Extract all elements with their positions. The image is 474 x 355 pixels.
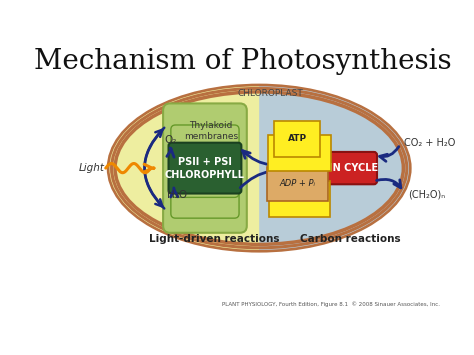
FancyBboxPatch shape [163,103,247,233]
Text: Thylakoid
membranes: Thylakoid membranes [184,121,238,141]
Wedge shape [33,0,259,355]
FancyBboxPatch shape [302,152,377,184]
FancyBboxPatch shape [171,187,239,218]
Text: Mechanism of Photosynthesis: Mechanism of Photosynthesis [34,48,452,75]
Text: O₂: O₂ [164,135,176,146]
Text: Carbon reactions: Carbon reactions [300,234,400,244]
FancyBboxPatch shape [169,143,241,193]
Text: CHLOROPLAST: CHLOROPLAST [238,89,304,98]
Text: Light-driven reactions: Light-driven reactions [149,234,280,244]
Text: Light: Light [79,163,105,173]
Text: NADPH: NADPH [281,148,318,157]
Text: ATP: ATP [288,134,307,143]
Ellipse shape [108,85,410,251]
Text: (CH₂O)ₙ: (CH₂O)ₙ [408,189,445,199]
Text: H₂O: H₂O [167,190,187,200]
Text: CALVIN CYCLE: CALVIN CYCLE [302,163,378,173]
Text: PLANT PHYSIOLOGY, Fourth Edition, Figure 8.1  © 2008 Sinauer Associates, Inc.: PLANT PHYSIOLOGY, Fourth Edition, Figure… [221,301,439,307]
Text: NADP⁺: NADP⁺ [283,195,316,203]
Text: PSII + PSI
CHLOROPHYLL: PSII + PSI CHLOROPHYLL [165,157,245,180]
FancyBboxPatch shape [171,125,239,156]
FancyBboxPatch shape [171,146,239,176]
FancyBboxPatch shape [171,166,239,197]
Text: CO₂ + H₂O: CO₂ + H₂O [404,138,456,148]
Text: ADP + Pᵢ: ADP + Pᵢ [279,179,315,188]
